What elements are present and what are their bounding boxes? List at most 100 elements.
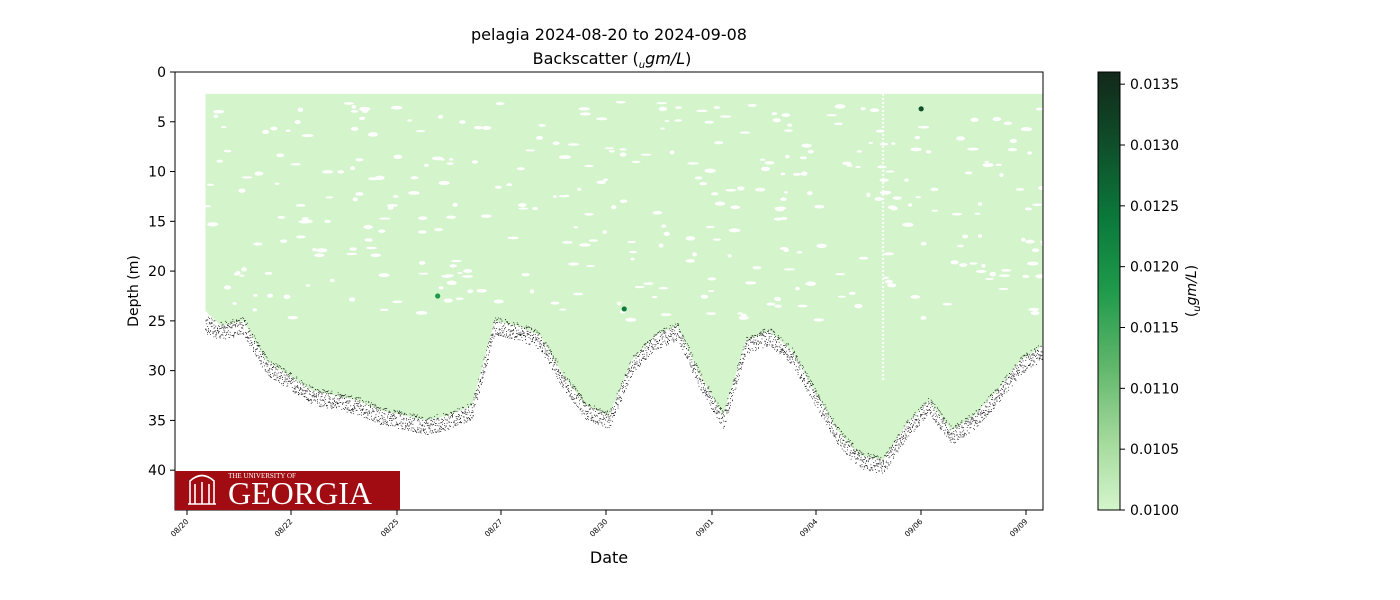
bottom-trace-point (927, 412, 929, 413)
bottom-trace-point (720, 407, 722, 408)
bottom-trace-point (643, 344, 645, 346)
bottom-trace-point (759, 334, 761, 336)
bottom-trace-point (790, 356, 792, 358)
bottom-trace-point (288, 374, 290, 376)
bottom-trace-point (845, 451, 847, 453)
bottom-trace-point (771, 329, 773, 331)
bottom-trace-point (950, 438, 952, 440)
bottom-trace-point (695, 363, 697, 365)
bottom-trace-point (425, 422, 427, 424)
bottom-trace-point (749, 341, 751, 343)
bottom-trace-point (479, 381, 480, 383)
bottom-trace-point (446, 414, 448, 416)
data-gap (631, 160, 641, 163)
data-gap (1045, 313, 1056, 315)
bottom-trace-point (243, 332, 245, 334)
bottom-trace-point (708, 386, 710, 388)
bottom-trace-point (420, 432, 422, 434)
bottom-trace-point (491, 336, 493, 338)
bottom-trace-point (380, 424, 381, 425)
bottom-trace-point (1001, 395, 1003, 397)
bottom-trace-point (677, 323, 678, 325)
bottom-trace-point (717, 406, 719, 408)
bottom-trace-point (457, 419, 459, 421)
bottom-trace-point (943, 430, 945, 431)
bottom-trace-point (1012, 372, 1014, 374)
bottom-trace-point (1020, 374, 1022, 375)
bottom-trace-point (468, 409, 470, 411)
data-gap (685, 236, 696, 241)
data-gap (280, 239, 288, 243)
bottom-trace-point (400, 421, 402, 423)
bottom-trace-point (217, 327, 218, 329)
bottom-trace-point (488, 344, 490, 346)
bottom-trace-point (384, 419, 386, 420)
bottom-trace-point (995, 398, 997, 400)
bottom-trace-point (892, 449, 893, 451)
bottom-trace-point (1039, 358, 1041, 359)
bottom-trace-point (809, 381, 811, 382)
bottom-trace-point (1026, 367, 1028, 369)
bottom-trace-point (242, 327, 244, 329)
data-gap (747, 104, 757, 107)
bottom-trace-point (515, 327, 516, 329)
bottom-trace-point (836, 433, 838, 435)
bottom-trace-point (300, 388, 302, 390)
bottom-trace-point (1005, 379, 1007, 381)
bottom-trace-point (302, 383, 304, 385)
bottom-trace-point (781, 348, 783, 350)
bottom-trace-point (350, 410, 352, 412)
bottom-trace-point (984, 405, 986, 407)
bottom-trace-point (467, 418, 469, 420)
bottom-trace-point (753, 339, 755, 341)
bottom-trace-point (740, 362, 741, 364)
bottom-trace-point (521, 333, 523, 335)
bottom-trace-point (605, 419, 606, 421)
bottom-trace-point (543, 346, 545, 348)
data-gap (350, 109, 359, 113)
y-axis-label: Depth (m) (126, 255, 142, 327)
bottom-trace-point (740, 366, 742, 368)
bottom-trace-point (304, 392, 306, 394)
bottom-trace-point (246, 322, 248, 324)
bottom-trace-point (547, 357, 549, 359)
bottom-trace-point (980, 412, 982, 414)
bottom-trace-point (603, 411, 605, 413)
bottom-trace-point (936, 421, 938, 423)
bottom-trace-point (1058, 331, 1059, 332)
bottom-trace-point (464, 420, 466, 422)
bottom-trace-point (892, 444, 893, 446)
bottom-trace-point (686, 355, 688, 357)
bottom-trace-point (857, 457, 858, 459)
bottom-trace-point (423, 429, 425, 431)
bottom-trace-point (473, 406, 475, 408)
bottom-trace-point (902, 431, 903, 433)
bottom-trace-point (851, 453, 853, 454)
bottom-trace-point (507, 329, 509, 331)
bottom-trace-point (458, 416, 460, 418)
bottom-trace-point (1005, 381, 1007, 383)
bottom-trace-point (764, 344, 766, 346)
bottom-trace-point (497, 335, 499, 336)
bottom-trace-point (413, 420, 415, 421)
bottom-trace-point (686, 343, 688, 345)
bottom-trace-point (296, 377, 298, 379)
bottom-trace-point (1045, 340, 1046, 341)
bottom-trace-point (523, 331, 524, 333)
bottom-trace-point (369, 419, 371, 420)
bottom-trace-point (821, 412, 823, 414)
bottom-trace-point (1019, 369, 1020, 371)
bottom-trace-point (527, 331, 529, 332)
bottom-trace-point (282, 382, 284, 384)
bottom-trace-point (662, 330, 664, 331)
bottom-trace-point (885, 461, 887, 463)
bottom-trace-point (206, 319, 208, 321)
bottom-trace-point (245, 337, 247, 338)
bottom-trace-point (829, 427, 830, 429)
bottom-trace-point (922, 412, 924, 413)
bottom-trace-point (596, 414, 597, 416)
bottom-trace-point (290, 380, 292, 382)
bottom-trace-point (961, 425, 963, 427)
bottom-trace-point (376, 419, 378, 421)
bottom-trace-point (628, 370, 630, 372)
